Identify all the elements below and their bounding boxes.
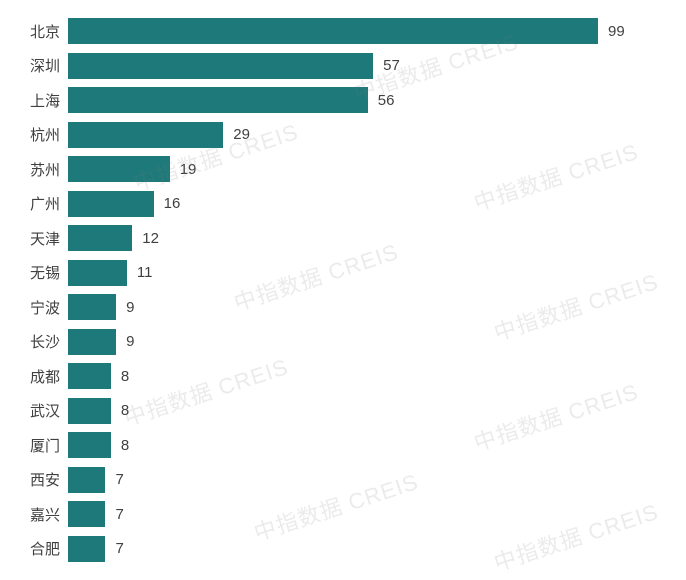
bar <box>68 363 111 389</box>
category-label: 北京 <box>10 21 68 42</box>
chart-row: 北京 99 <box>10 14 666 49</box>
chart-row: 上海 56 <box>10 83 666 118</box>
bar <box>68 398 111 424</box>
category-label: 宁波 <box>10 297 68 318</box>
bar <box>68 18 598 44</box>
category-label: 苏州 <box>10 159 68 180</box>
bar <box>68 53 373 79</box>
chart-row: 嘉兴 7 <box>10 497 666 532</box>
value-label: 8 <box>111 402 129 419</box>
category-label: 上海 <box>10 90 68 111</box>
bar-area: 7 <box>68 497 666 532</box>
bar-area: 8 <box>68 359 666 394</box>
category-label: 嘉兴 <box>10 504 68 525</box>
value-label: 56 <box>368 92 395 109</box>
bar-area: 8 <box>68 394 666 429</box>
chart-row: 宁波 9 <box>10 290 666 325</box>
bar <box>68 156 170 182</box>
value-label: 7 <box>105 540 123 557</box>
bar-area: 7 <box>68 532 666 567</box>
category-label: 西安 <box>10 469 68 490</box>
bar <box>68 260 127 286</box>
value-label: 9 <box>116 333 134 350</box>
category-label: 合肥 <box>10 538 68 559</box>
category-label: 深圳 <box>10 55 68 76</box>
category-label: 杭州 <box>10 124 68 145</box>
bar <box>68 432 111 458</box>
chart-row: 合肥 7 <box>10 532 666 567</box>
bar-area: 56 <box>68 83 666 118</box>
bar-area: 9 <box>68 290 666 325</box>
value-label: 7 <box>105 471 123 488</box>
chart-row: 杭州 29 <box>10 118 666 153</box>
bar <box>68 329 116 355</box>
bar <box>68 122 223 148</box>
bar <box>68 536 105 562</box>
category-label: 武汉 <box>10 400 68 421</box>
chart-row: 成都 8 <box>10 359 666 394</box>
chart-row: 苏州 19 <box>10 152 666 187</box>
category-label: 成都 <box>10 366 68 387</box>
bar <box>68 501 105 527</box>
chart-row: 深圳 57 <box>10 49 666 84</box>
value-label: 8 <box>111 368 129 385</box>
bar <box>68 191 154 217</box>
chart-row: 长沙 9 <box>10 325 666 360</box>
value-label: 9 <box>116 299 134 316</box>
value-label: 57 <box>373 57 400 74</box>
bar-area: 57 <box>68 49 666 84</box>
bar <box>68 225 132 251</box>
bar-area: 11 <box>68 256 666 291</box>
value-label: 7 <box>105 506 123 523</box>
value-label: 16 <box>154 195 181 212</box>
chart-row: 厦门 8 <box>10 428 666 463</box>
bar-area: 29 <box>68 118 666 153</box>
bar-area: 7 <box>68 463 666 498</box>
chart-row: 西安 7 <box>10 463 666 498</box>
bar-area: 12 <box>68 221 666 256</box>
value-label: 11 <box>127 264 153 281</box>
bar-area: 99 <box>68 14 666 49</box>
category-label: 厦门 <box>10 435 68 456</box>
bar-chart: 北京 99 深圳 57 上海 56 杭州 29 苏州 19 广州 16 天津 12 无锡 11 宁波 9 长沙 9 成都… <box>0 0 686 580</box>
category-label: 无锡 <box>10 262 68 283</box>
bar-area: 16 <box>68 187 666 222</box>
value-label: 99 <box>598 23 625 40</box>
chart-row: 无锡 11 <box>10 256 666 291</box>
chart-row: 天津 12 <box>10 221 666 256</box>
category-label: 天津 <box>10 228 68 249</box>
value-label: 19 <box>170 161 197 178</box>
bar-area: 9 <box>68 325 666 360</box>
value-label: 8 <box>111 437 129 454</box>
chart-row: 武汉 8 <box>10 394 666 429</box>
value-label: 12 <box>132 230 159 247</box>
bar <box>68 467 105 493</box>
bar <box>68 294 116 320</box>
category-label: 长沙 <box>10 331 68 352</box>
bar <box>68 87 368 113</box>
bar-area: 8 <box>68 428 666 463</box>
category-label: 广州 <box>10 193 68 214</box>
chart-row: 广州 16 <box>10 187 666 222</box>
bar-area: 19 <box>68 152 666 187</box>
value-label: 29 <box>223 126 250 143</box>
